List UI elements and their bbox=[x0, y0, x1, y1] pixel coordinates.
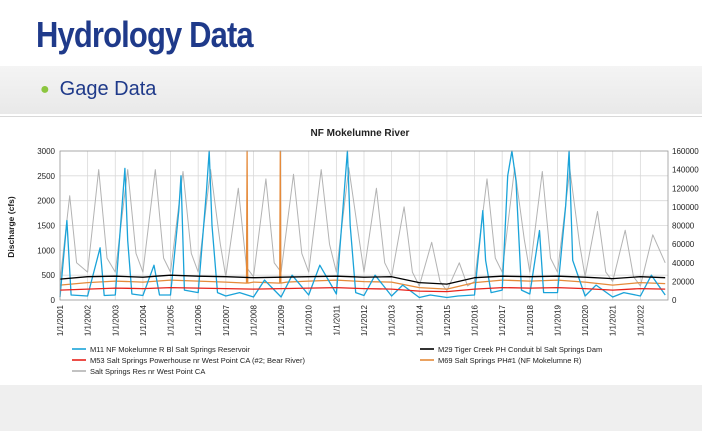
series-line-5 bbox=[59, 167, 666, 292]
x-tick-label: 1/1/2018 bbox=[526, 304, 535, 336]
bullet-item: ● Gage Data bbox=[40, 78, 156, 101]
y2-tick-label: 100000 bbox=[672, 203, 699, 212]
legend-entry: M69 Salt Springs PH#1 (NF Mokelumne R) bbox=[438, 356, 582, 365]
y-tick-label: 3000 bbox=[37, 147, 55, 156]
hydrology-chart: NF Mokelumne River Discharge (cfs) 0 500 1… bbox=[6, 128, 699, 376]
chart-frame: NF Mokelumne River Discharge (cfs) 0 500 1… bbox=[0, 116, 702, 386]
y2-tick-label: 160000 bbox=[672, 147, 699, 156]
y2-tick-label: 0 bbox=[672, 296, 677, 305]
plot-area-border bbox=[59, 150, 669, 301]
x-tick-label: 1/1/2016 bbox=[471, 304, 480, 336]
y-axis-label: Discharge (cfs) bbox=[6, 196, 16, 258]
bullet-dot-icon: ● bbox=[40, 80, 50, 98]
legend-entry: Salt Springs Res nr West Point CA bbox=[90, 367, 205, 376]
y2-tick-label: 40000 bbox=[672, 259, 695, 268]
y-tick-label: 1500 bbox=[37, 222, 55, 231]
x-tick-label: 1/1/2012 bbox=[360, 304, 369, 336]
x-tick-label: 1/1/2006 bbox=[194, 304, 203, 336]
x-tick-label: 1/1/2020 bbox=[581, 304, 590, 336]
legend-entry: M11 NF Mokelumne R Bl Salt Springs Reser… bbox=[90, 345, 250, 354]
series-line-2 bbox=[59, 274, 666, 285]
x-tick-label: 1/1/2022 bbox=[636, 304, 645, 336]
y2-tick-label: 120000 bbox=[672, 184, 699, 193]
x-tick-label: 1/1/2011 bbox=[332, 304, 341, 335]
x-tick-label: 1/1/2003 bbox=[111, 304, 120, 336]
y2-tick-label: 140000 bbox=[672, 166, 699, 175]
x-tick-label: 1/1/2009 bbox=[277, 304, 286, 336]
legend-entry: M53 Salt Springs Powerhouse nr West Poin… bbox=[90, 356, 305, 365]
x-tick-label: 1/1/2013 bbox=[388, 304, 397, 336]
y2-tick-label: 20000 bbox=[672, 277, 695, 286]
footer-band bbox=[0, 385, 702, 431]
x-tick-label: 1/1/2005 bbox=[167, 304, 176, 336]
y-tick-label: 2500 bbox=[37, 172, 55, 181]
y2-tick-label: 60000 bbox=[672, 240, 695, 249]
y-tick-label: 0 bbox=[51, 296, 56, 305]
bullet-text: Gage Data bbox=[59, 78, 157, 100]
y-tick-label: 1000 bbox=[37, 246, 55, 255]
x-tick-label: 1/1/2015 bbox=[443, 304, 452, 336]
x-tick-label: 1/1/2010 bbox=[305, 304, 314, 336]
x-tick-label: 1/1/2014 bbox=[415, 304, 424, 336]
subtitle-band bbox=[0, 66, 702, 114]
y-tick-label: 2000 bbox=[37, 197, 55, 206]
x-tick-label: 1/1/2004 bbox=[139, 304, 148, 336]
chart-title: NF Mokelumne River bbox=[311, 128, 410, 139]
series-line-3 bbox=[59, 286, 666, 293]
y-tick-label: 500 bbox=[42, 271, 56, 280]
series-line-1 bbox=[59, 150, 666, 299]
x-tick-label: 1/1/2008 bbox=[250, 304, 259, 336]
x-tick-label: 1/1/2017 bbox=[498, 304, 507, 336]
legend-entry: M29 Tiger Creek PH Conduit bl Salt Sprin… bbox=[438, 345, 602, 354]
slide-title: Hydrology Data bbox=[36, 14, 254, 55]
x-tick-label: 1/1/2002 bbox=[84, 304, 93, 336]
y2-tick-label: 80000 bbox=[672, 222, 695, 231]
x-tick-label: 1/1/2021 bbox=[609, 304, 618, 336]
x-tick-label: 1/1/2001 bbox=[56, 304, 65, 336]
x-tick-label: 1/1/2007 bbox=[222, 304, 231, 336]
x-tick-label: 1/1/2019 bbox=[554, 304, 563, 336]
series-line-4 bbox=[59, 150, 666, 290]
